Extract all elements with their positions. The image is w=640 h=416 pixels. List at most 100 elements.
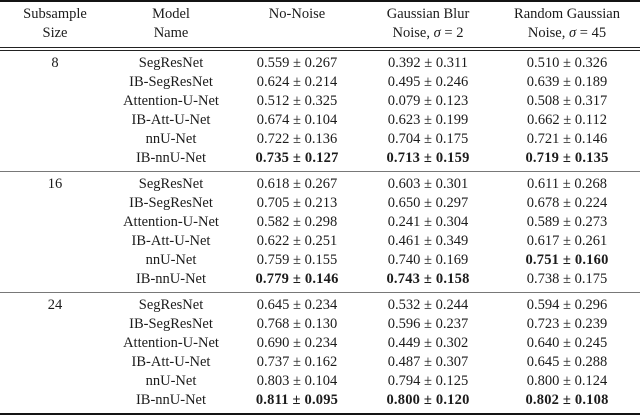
model-name-cell: IB-Att-U-Net — [131, 112, 211, 128]
model-name-cell: IB-SegResNet — [129, 316, 213, 332]
model-name-cell: SegResNet — [110, 171, 232, 194]
value-cell: 0.800 ± 0.120 — [386, 392, 470, 408]
table-row: nnU-Net 0.759 ± 0.155 0.740 ± 0.169 0.751 ±… — [0, 251, 640, 270]
header-line: Random Gaussian — [514, 6, 620, 22]
value-cell: 0.779 ± 0.146 — [255, 271, 339, 287]
value-cell: 0.743 ± 0.158 — [386, 271, 470, 287]
header-line: Model — [152, 6, 190, 22]
model-name-cell: Attention-U-Net — [123, 93, 219, 109]
value-cell: 0.532 ± 0.244 — [362, 292, 494, 315]
value-cell: 0.721 ± 0.146 — [526, 131, 608, 147]
model-name-cell: IB-nnU-Net — [135, 392, 207, 408]
table-row: IB-nnU-Net 0.735 ± 0.127 0.713 ± 0.159 0.71… — [0, 149, 640, 172]
value-cell: 0.737 ± 0.162 — [256, 354, 338, 370]
model-name-cell: SegResNet — [110, 292, 232, 315]
value-cell: 0.640 ± 0.245 — [526, 335, 608, 351]
value-cell: 0.735 ± 0.127 — [255, 150, 339, 166]
value-cell: 0.495 ± 0.246 — [387, 74, 469, 90]
header-line: Noise, σ = 2 — [392, 25, 464, 41]
value-cell: 0.768 ± 0.130 — [256, 316, 338, 332]
table-row: 24 SegResNet 0.645 ± 0.234 0.532 ± 0.244 0.5… — [0, 292, 640, 414]
value-cell: 0.624 ± 0.214 — [256, 74, 338, 90]
model-name-cell: nnU-Net — [145, 373, 197, 389]
model-name-cell: nnU-Net — [145, 131, 197, 147]
value-cell: 0.079 ± 0.123 — [387, 93, 469, 109]
col-header-gaussian-blur: Gaussian Blur Noise, σ = 2 — [362, 0, 494, 51]
value-cell: 0.674 ± 0.104 — [256, 112, 338, 128]
value-cell: 0.594 ± 0.296 — [494, 292, 640, 315]
value-cell: 0.751 ± 0.160 — [525, 252, 609, 268]
header-line: Gaussian Blur — [386, 6, 470, 22]
header-line: No-Noise — [268, 6, 326, 22]
model-name-cell: IB-Att-U-Net — [131, 354, 211, 370]
value-cell: 0.713 ± 0.159 — [386, 150, 470, 166]
value-cell: 0.645 ± 0.234 — [232, 292, 362, 315]
subsample-size-cell: 16 — [0, 171, 110, 293]
subsample-size-cell: 8 — [51, 55, 59, 71]
value-cell: 0.241 ± 0.304 — [387, 214, 469, 230]
model-name-cell: IB-SegResNet — [129, 195, 213, 211]
value-cell: 0.722 ± 0.136 — [256, 131, 338, 147]
table-row: IB-SegResNet 0.705 ± 0.213 0.650 ± 0.297 0.… — [0, 194, 640, 213]
value-cell: 0.738 ± 0.175 — [526, 271, 608, 287]
model-name-cell: Attention-U-Net — [123, 335, 219, 351]
value-cell: 0.759 ± 0.155 — [256, 252, 338, 268]
table-row: IB-SegResNet 0.768 ± 0.130 0.596 ± 0.237 0.… — [0, 315, 640, 334]
table-row: 16 SegResNet 0.618 ± 0.267 0.603 ± 0.301 0.6… — [0, 171, 640, 293]
col-header-subsample-size: Subsample Size — [0, 0, 110, 51]
table-header: Subsample Size Model Name No-Noise Gauss… — [0, 0, 640, 51]
header-line: Size — [42, 25, 68, 41]
value-cell: 0.582 ± 0.298 — [256, 214, 338, 230]
value-cell: 0.449 ± 0.302 — [387, 335, 469, 351]
value-cell: 0.719 ± 0.135 — [525, 150, 609, 166]
subsample-size-cell: 24 — [0, 292, 110, 414]
value-cell: 0.639 ± 0.189 — [526, 74, 608, 90]
value-cell: 0.589 ± 0.273 — [526, 214, 608, 230]
table-row: IB-Att-U-Net 0.737 ± 0.162 0.487 ± 0.307 0.… — [0, 353, 640, 372]
table-row: 8 SegResNet 0.559 ± 0.267 0.392 ± 0.311 0.51… — [0, 49, 640, 73]
header-row: Subsample Size Model Name No-Noise Gauss… — [0, 0, 640, 51]
value-cell: 0.800 ± 0.124 — [526, 373, 608, 389]
value-cell: 0.678 ± 0.224 — [526, 195, 608, 211]
table-row: IB-nnU-Net 0.811 ± 0.095 0.800 ± 0.120 0.80… — [0, 391, 640, 414]
model-name-cell: IB-Att-U-Net — [131, 233, 211, 249]
value-cell: 0.508 ± 0.317 — [526, 93, 608, 109]
header-line: Subsample — [23, 6, 87, 22]
value-cell: 0.392 ± 0.311 — [388, 55, 468, 71]
value-cell: 0.623 ± 0.199 — [387, 112, 469, 128]
table-row: IB-nnU-Net 0.779 ± 0.146 0.743 ± 0.158 0.73… — [0, 270, 640, 293]
value-cell: 0.740 ± 0.169 — [387, 252, 469, 268]
model-name-cell: SegResNet — [138, 55, 204, 71]
value-cell: 0.622 ± 0.251 — [256, 233, 338, 249]
table-row: IB-SegResNet 0.624 ± 0.214 0.495 ± 0.246 0.… — [0, 73, 640, 92]
table-row: IB-Att-U-Net 0.674 ± 0.104 0.623 ± 0.199 0.… — [0, 111, 640, 130]
value-cell: 0.596 ± 0.237 — [387, 316, 469, 332]
value-cell: 0.512 ± 0.325 — [256, 93, 338, 109]
value-cell: 0.690 ± 0.234 — [256, 335, 338, 351]
value-cell: 0.461 ± 0.349 — [387, 233, 469, 249]
table-body: 8 SegResNet 0.559 ± 0.267 0.392 ± 0.311 0.51… — [0, 49, 640, 414]
model-name-cell: IB-nnU-Net — [135, 271, 207, 287]
header-line: Name — [153, 25, 189, 41]
value-cell: 0.650 ± 0.297 — [387, 195, 469, 211]
value-cell: 0.487 ± 0.307 — [387, 354, 469, 370]
value-cell: 0.662 ± 0.112 — [527, 112, 607, 128]
col-header-model-name: Model Name — [110, 0, 232, 51]
model-name-cell: Attention-U-Net — [123, 214, 219, 230]
table-row: Attention-U-Net 0.582 ± 0.298 0.241 ± 0.30… — [0, 213, 640, 232]
table-row: nnU-Net 0.803 ± 0.104 0.794 ± 0.125 0.800 ±… — [0, 372, 640, 391]
value-cell: 0.618 ± 0.267 — [232, 171, 362, 194]
value-cell: 0.723 ± 0.239 — [526, 316, 608, 332]
col-header-no-noise: No-Noise — [232, 0, 362, 51]
value-cell: 0.802 ± 0.108 — [525, 392, 609, 408]
table-row: Attention-U-Net 0.690 ± 0.234 0.449 ± 0.30… — [0, 334, 640, 353]
value-cell: 0.705 ± 0.213 — [256, 195, 338, 211]
value-cell: 0.617 ± 0.261 — [526, 233, 608, 249]
col-header-random-gaussian: Random Gaussian Noise, σ = 45 — [494, 0, 640, 51]
table-row: Attention-U-Net 0.512 ± 0.325 0.079 ± 0.12… — [0, 92, 640, 111]
model-name-cell: IB-SegResNet — [129, 74, 213, 90]
value-cell: 0.559 ± 0.267 — [256, 55, 338, 71]
model-name-cell: IB-nnU-Net — [135, 150, 207, 166]
header-line: Noise, σ = 45 — [527, 25, 607, 41]
